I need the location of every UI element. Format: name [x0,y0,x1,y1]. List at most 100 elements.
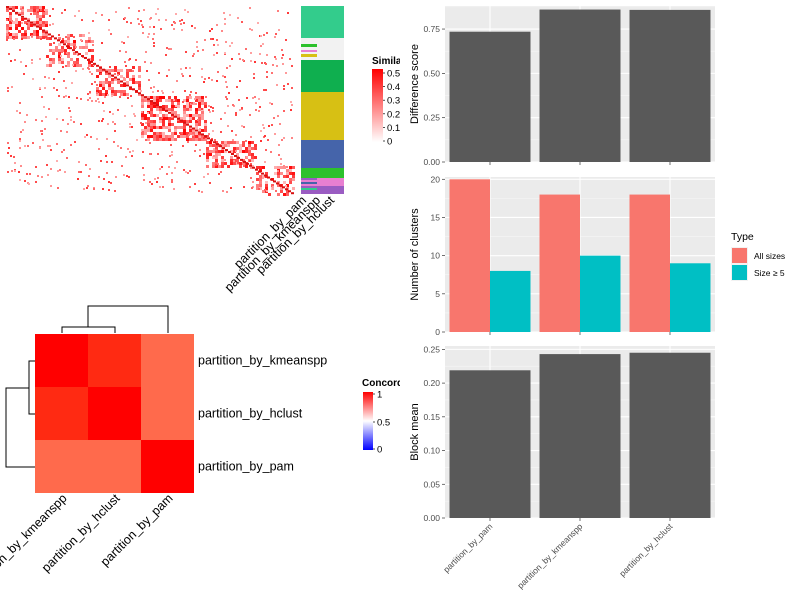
similarity-cell [19,179,21,181]
similarity-cell [184,90,186,92]
similarity-cell [78,161,80,163]
similarity-cell [216,52,218,54]
similarity-cell [9,21,12,24]
similarity-cell [227,165,230,168]
similarity-cell [183,114,186,117]
similarity-cell [103,178,105,180]
similarity-cell [115,176,117,178]
similarity-cell [280,172,283,175]
similarity-cell [195,126,198,129]
similarity-cell [209,141,212,144]
similarity-cell [259,106,261,108]
similarity-cell [203,81,205,83]
similarity-cell [183,105,186,108]
similarity-cell [111,81,114,84]
row-dendrogram-branch-2 [5,387,35,468]
similarity-cell [283,181,286,184]
similarity-cell [36,18,39,21]
similarity-cell [213,44,215,46]
similarity-cell [36,33,39,36]
similarity-cell [149,153,151,155]
similarity-cell [117,74,119,76]
similarity-cell [266,76,268,78]
similarity-cell [26,173,28,175]
similarity-diagonal-cell [129,86,132,89]
similarity-cell [189,186,191,188]
similarity-cell [198,132,201,135]
similarity-cell [150,120,153,123]
similarity-cell [283,85,285,87]
similarity-cell [262,177,264,179]
similarity-cell [228,92,230,94]
similarity-cell [251,156,254,159]
panel-number-of-clusters-ytick: 10 [431,251,441,261]
similarity-cell [132,75,135,78]
similarity-cell [134,115,136,117]
partition-bar-stripe [301,54,317,57]
similarity-cell [230,156,233,159]
similarity-cell [196,41,198,43]
concordance-column-label: partition_by_kmeanspp [0,491,70,592]
similarity-cell [28,183,30,185]
similarity-cell [23,73,25,75]
similarity-cell [162,132,165,135]
similarity-cell [150,17,152,19]
similarity-cell [163,127,165,129]
similarity-cell [12,36,15,39]
similarity-cell [92,20,94,22]
similarity-cell [181,73,183,75]
similarity-cell [65,95,67,97]
similarity-cell [85,52,88,55]
concordance-column-labels: partition_by_kmeanspppartition_by_hclust… [0,491,176,593]
similarity-cell [174,22,176,24]
similarity-cell [171,111,174,114]
similarity-diagonal-cell [9,7,12,10]
similarity-cell [153,42,155,44]
column-dendrogram-branch-1 [61,326,116,333]
similarity-cell [171,117,174,120]
similarity-cell [61,51,63,53]
similarity-cell [264,135,266,137]
panel-block-mean-bar-2 [629,352,711,518]
similarity-cell [111,78,114,81]
similarity-cell [224,52,226,54]
similarity-cell [203,137,205,139]
similarity-cell [285,39,287,41]
similarity-cell [96,90,99,93]
similarity-cell [255,109,257,111]
similarity-cell [126,72,129,75]
similarity-diagonal-cell [144,96,147,99]
similarity-cell [131,155,133,157]
similarity-cell [191,25,193,27]
similarity-cell [227,144,230,147]
similarity-diagonal-cell [150,100,153,103]
similarity-cell [27,9,30,12]
similarity-cell [215,147,218,150]
similarity-cell [162,114,165,117]
similarity-cell [171,105,174,108]
similarity-cell [182,75,184,77]
similarity-cell [65,87,67,89]
similarity-cell [140,90,142,92]
similarity-cell [69,110,71,112]
similarity-cell [27,18,30,21]
similarity-cell [150,129,153,132]
similarity-cell [39,21,42,24]
similarity-cell [85,40,88,43]
similarity-cell [259,181,262,184]
similarity-cell [233,150,236,153]
similarity-cell [201,68,203,70]
similarity-cell [229,65,231,67]
similarity-cell [208,77,210,79]
similarity-cell [132,66,135,69]
similarity-cell [192,114,195,117]
similarity-cell [14,170,16,172]
similarity-cell [57,170,59,172]
panel-block-mean-ytick: 0.25 [423,344,440,354]
similarity-cell [144,100,146,102]
similarity-cell [58,58,61,61]
similarity-cell [277,184,280,187]
similarity-diagonal-cell [165,109,168,112]
similarity-cell [79,34,82,37]
